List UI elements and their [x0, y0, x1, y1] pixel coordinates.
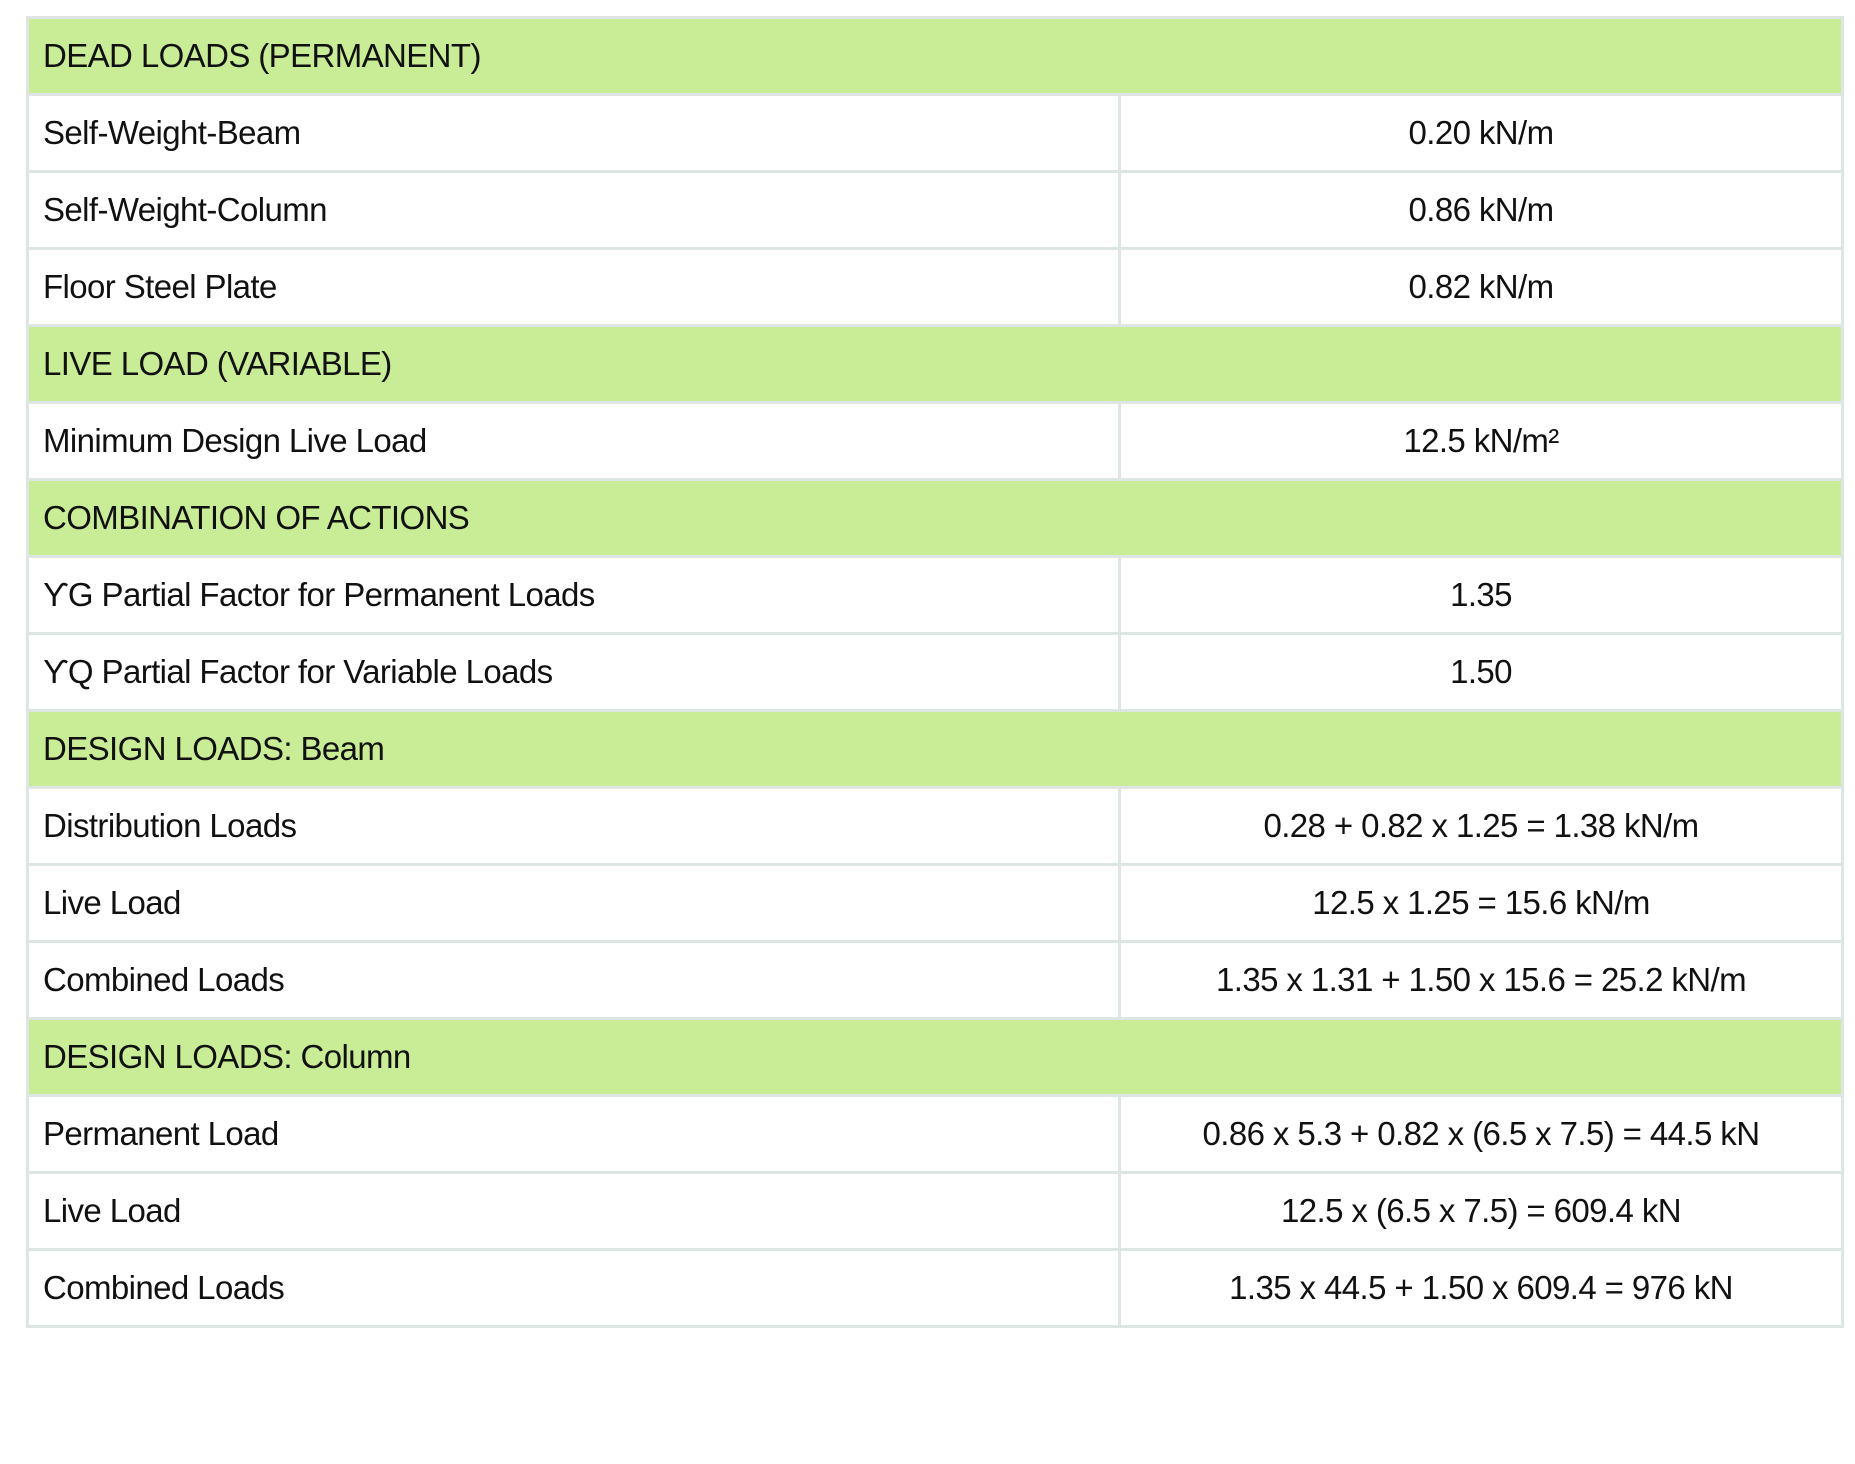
table-row: Self-Weight-Beam 0.20 kN/m [26, 93, 1844, 173]
table-row: Floor Steel Plate 0.82 kN/m [26, 247, 1844, 327]
table-row: ϒQ Partial Factor for Variable Loads 1.50 [26, 632, 1844, 712]
row-value: 0.86 kN/m [1118, 170, 1844, 250]
row-value: 1.35 [1118, 555, 1844, 635]
row-label: ϒG Partial Factor for Permanent Loads [26, 555, 1121, 635]
row-label: Floor Steel Plate [26, 247, 1121, 327]
row-value: 1.35 x 44.5 + 1.50 x 609.4 = 976 kN [1118, 1248, 1844, 1328]
table-row: Self-Weight-Column 0.86 kN/m [26, 170, 1844, 250]
table-row: Minimum Design Live Load 12.5 kN/m² [26, 401, 1844, 481]
row-label: Self-Weight-Column [26, 170, 1121, 250]
section-title: LIVE LOAD (VARIABLE) [26, 324, 1844, 404]
row-value: 12.5 kN/m² [1118, 401, 1844, 481]
row-value: 0.82 kN/m [1118, 247, 1844, 327]
section-title: COMBINATION OF ACTIONS [26, 478, 1844, 558]
row-value: 1.50 [1118, 632, 1844, 712]
row-value: 0.28 + 0.82 x 1.25 = 1.38 kN/m [1118, 786, 1844, 866]
row-label: Minimum Design Live Load [26, 401, 1121, 481]
section-title: DESIGN LOADS: Column [26, 1017, 1844, 1097]
row-value: 0.86 x 5.3 + 0.82 x (6.5 x 7.5) = 44.5 k… [1118, 1094, 1844, 1174]
table-row: Permanent Load 0.86 x 5.3 + 0.82 x (6.5 x… [26, 1094, 1844, 1174]
section-header: LIVE LOAD (VARIABLE) [26, 324, 1844, 404]
row-value: 1.35 x 1.31 + 1.50 x 15.6 = 25.2 kN/m [1118, 940, 1844, 1020]
section-header: DESIGN LOADS: Beam [26, 709, 1844, 789]
section-title: DEAD LOADS (PERMANENT) [26, 16, 1844, 96]
row-label: Permanent Load [26, 1094, 1121, 1174]
row-label: Combined Loads [26, 940, 1121, 1020]
table-row: Combined Loads 1.35 x 44.5 + 1.50 x 609.4… [26, 1248, 1844, 1328]
section-header: DEAD LOADS (PERMANENT) [26, 16, 1844, 96]
loads-table: DEAD LOADS (PERMANENT) Self-Weight-Beam 0.… [26, 16, 1844, 1328]
table-row: ϒG Partial Factor for Permanent Loads 1.3… [26, 555, 1844, 635]
table-row: Live Load 12.5 x (6.5 x 7.5) = 609.4 kN [26, 1171, 1844, 1251]
row-label: Live Load [26, 1171, 1121, 1251]
row-value: 12.5 x 1.25 = 15.6 kN/m [1118, 863, 1844, 943]
row-label: Live Load [26, 863, 1121, 943]
row-value: 12.5 x (6.5 x 7.5) = 609.4 kN [1118, 1171, 1844, 1251]
section-header: DESIGN LOADS: Column [26, 1017, 1844, 1097]
row-label: Distribution Loads [26, 786, 1121, 866]
table-row: Live Load 12.5 x 1.25 = 15.6 kN/m [26, 863, 1844, 943]
row-label: ϒQ Partial Factor for Variable Loads [26, 632, 1121, 712]
section-title: DESIGN LOADS: Beam [26, 709, 1844, 789]
row-value: 0.20 kN/m [1118, 93, 1844, 173]
table-row: Combined Loads 1.35 x 1.31 + 1.50 x 15.6 … [26, 940, 1844, 1020]
row-label: Combined Loads [26, 1248, 1121, 1328]
table-row: Distribution Loads 0.28 + 0.82 x 1.25 = 1… [26, 786, 1844, 866]
section-header: COMBINATION OF ACTIONS [26, 478, 1844, 558]
row-label: Self-Weight-Beam [26, 93, 1121, 173]
